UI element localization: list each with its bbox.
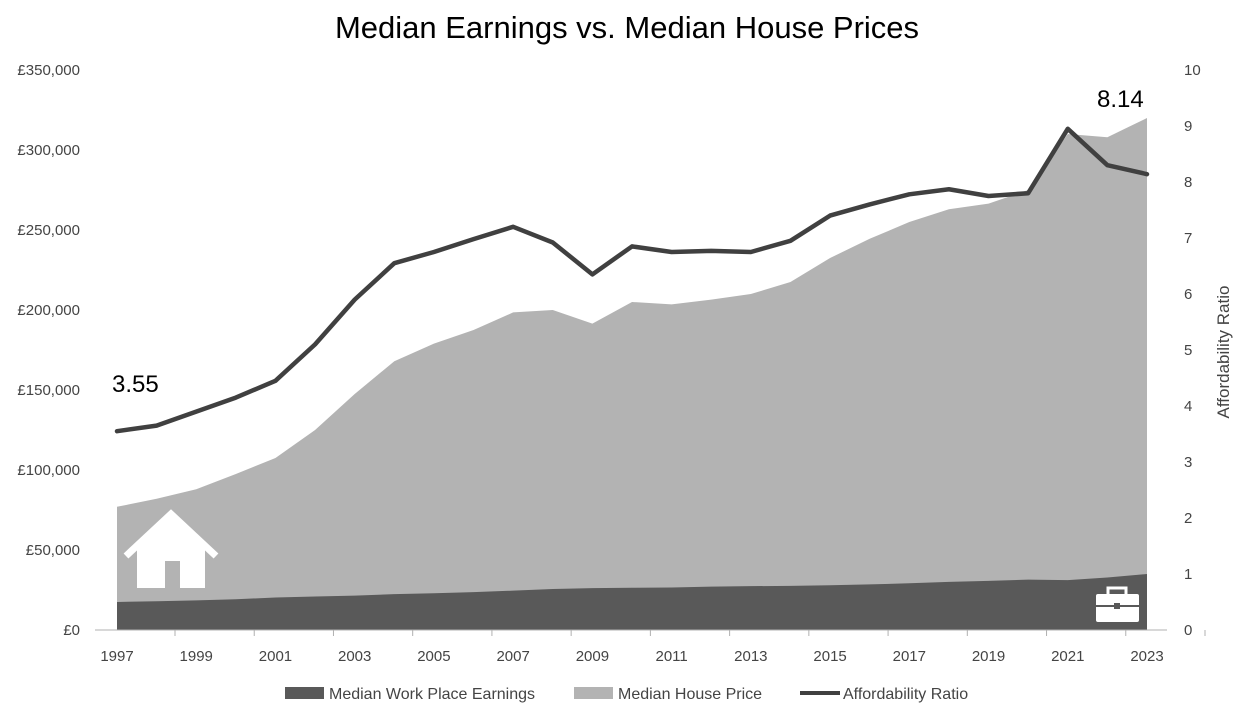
y-right-tick-labels: 0 1 2 3 4 5 6 7 8 9 10	[1184, 62, 1201, 639]
y-left-tick-label: £150,000	[17, 382, 80, 399]
y-right-tick-label: 7	[1184, 230, 1192, 247]
y-left-tick-label: £250,000	[17, 222, 80, 239]
legend: Median Work Place Earnings Median House …	[285, 686, 968, 703]
y-right-tick-label: 3	[1184, 454, 1192, 471]
y-left-tick-labels: £0 £50,000 £100,000 £150,000 £200,000 £250,00…	[17, 62, 80, 639]
y-left-tick-label: £350,000	[17, 62, 80, 79]
y-right-tick-label: 10	[1184, 62, 1201, 79]
x-tick-label: 2011	[655, 648, 687, 665]
x-tick-label: 2021	[1051, 648, 1084, 665]
legend-swatch-house-price	[574, 687, 613, 699]
axes-layer	[95, 630, 1205, 636]
y-right-tick-label: 2	[1184, 510, 1192, 527]
y-right-tick-label: 5	[1184, 342, 1192, 359]
y-right-tick-label: 6	[1184, 286, 1192, 303]
y-left-tick-label: £100,000	[17, 462, 80, 479]
x-tick-label: 2023	[1130, 648, 1163, 665]
legend-item-ratio: Affordability Ratio	[800, 686, 968, 703]
x-tick-label: 2017	[893, 648, 926, 665]
x-tick-label: 2005	[417, 648, 450, 665]
x-tick-label: 2003	[338, 648, 371, 665]
x-tick-label: 2013	[734, 648, 767, 665]
x-tick-label: 2001	[259, 648, 292, 665]
y-right-tick-label: 1	[1184, 566, 1192, 583]
y-right-tick-label: 8	[1184, 174, 1192, 191]
legend-label-house-price: Median House Price	[618, 686, 762, 703]
y-right-axis-label: Affordability Ratio	[1214, 286, 1233, 419]
legend-label-earnings: Median Work Place Earnings	[329, 686, 535, 703]
x-tick-label: 2015	[813, 648, 846, 665]
x-tick-label: 2007	[496, 648, 529, 665]
y-right-tick-label: 9	[1184, 118, 1192, 135]
x-tick-label: 2009	[576, 648, 609, 665]
x-tick-label: 2019	[972, 648, 1005, 665]
annotation-end-ratio: 8.14	[1097, 86, 1144, 113]
y-left-tick-label: £50,000	[26, 542, 80, 559]
y-right-tick-label: 4	[1184, 398, 1192, 415]
y-left-tick-label: £0	[63, 622, 80, 639]
legend-label-ratio: Affordability Ratio	[843, 686, 968, 703]
y-right-tick-label: 0	[1184, 622, 1192, 639]
x-tick-label: 1999	[180, 648, 213, 665]
y-left-tick-label: £200,000	[17, 302, 80, 319]
chart-title: Median Earnings vs. Median House Prices	[335, 10, 919, 45]
x-tick-label: 1997	[100, 648, 133, 665]
x-tick-labels: 1997 1999 2001 2003 2005 2007 2009 2011 2013 2015…	[100, 648, 1163, 665]
annotation-start-ratio: 3.55	[112, 371, 159, 398]
y-left-tick-label: £300,000	[17, 142, 80, 159]
legend-item-house-price: Median House Price	[574, 686, 762, 703]
legend-item-earnings: Median Work Place Earnings	[285, 686, 535, 703]
legend-swatch-earnings	[285, 687, 324, 699]
